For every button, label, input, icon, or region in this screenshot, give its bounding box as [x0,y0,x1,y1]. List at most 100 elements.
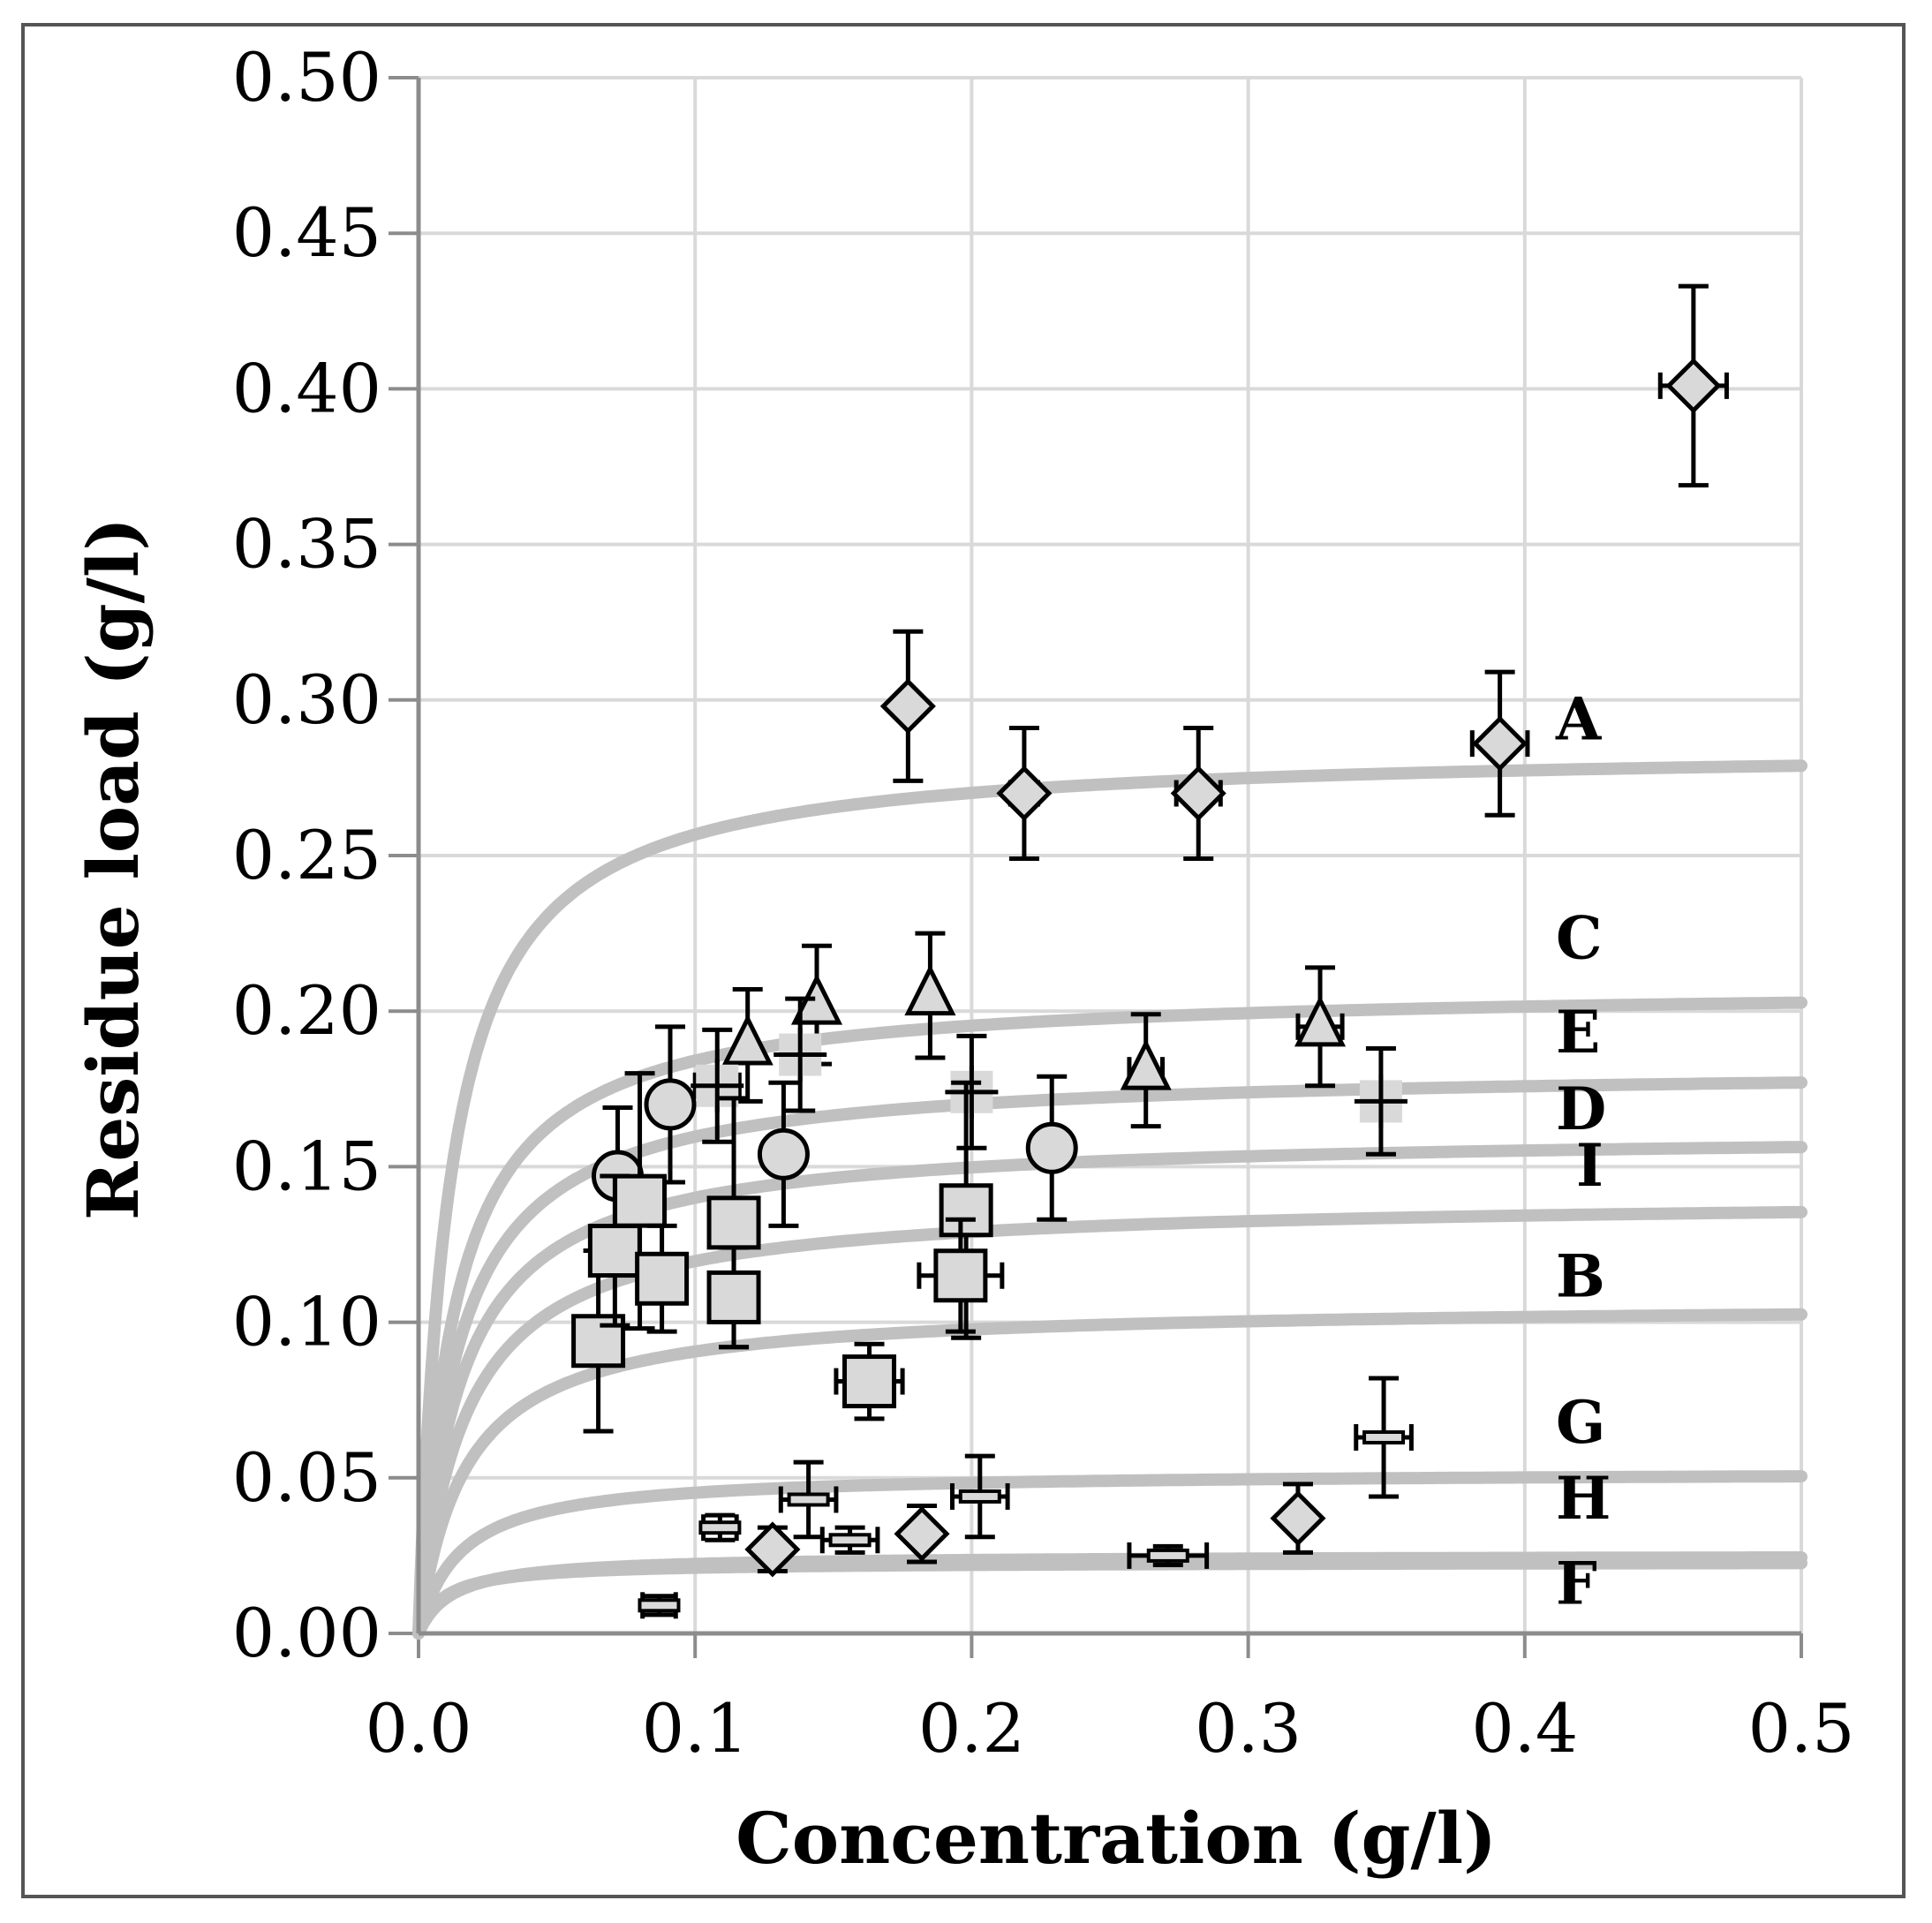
data-point-square [706,1245,761,1350]
data-point-dash [1354,1376,1414,1499]
marker-diamond [1270,1490,1326,1547]
fitted-curve [412,1308,1807,1640]
fitted-curve [412,1141,1807,1640]
marker-diamond [744,1521,801,1578]
data-point-cross [945,1033,999,1150]
chart-frame [21,23,1906,1898]
data-point-dash [819,1525,880,1555]
data-point-diamond [744,1521,801,1578]
x-tick-label: 0.5 [1748,1689,1855,1768]
marker-dash [828,1533,872,1548]
curve-label-C: C [1556,904,1603,973]
data-point-diamond [996,726,1053,862]
y-tick-label: 0.40 [232,349,381,427]
curve-label-B: B [1556,1242,1605,1311]
data-point-dash [638,1592,681,1619]
x-axis-title: Concentration (g/l) [736,1797,1497,1880]
curve-label-G: G [1556,1388,1605,1457]
data-point-square [635,1223,690,1334]
marker-triangle [1294,995,1347,1047]
data-point-square [917,1217,1005,1334]
data-point-diamond [1270,1482,1326,1555]
marker-square [933,1248,988,1303]
y-tick-label: 0.00 [232,1594,381,1672]
marker-diamond [1665,358,1722,414]
marker-square [635,1251,690,1306]
y-tick-label: 0.25 [232,816,381,894]
marker-square [706,1270,761,1324]
fitted-curve [412,759,1807,1640]
data-point-diamond [1657,283,1729,488]
y-tick-label: 0.10 [232,1283,381,1361]
data-point-dash [698,1512,742,1542]
marker-triangle [1120,1038,1172,1090]
data-point-diamond [879,629,936,783]
marker-circle [1025,1121,1078,1174]
x-tick-label: 0.3 [1195,1689,1302,1768]
x-tick-label: 0.1 [642,1689,749,1768]
y-tick-label: 0.05 [232,1438,381,1517]
data-point-cross [1354,1045,1407,1157]
marker-dash [787,1492,830,1507]
axes [416,78,1801,1636]
data-point-triangle [721,987,774,1104]
x-tick-label: 0.2 [918,1689,1025,1768]
data-point-diamond [1469,669,1530,818]
data-point-dash [949,1453,1010,1540]
fitted-curve [412,1076,1807,1640]
marker-diamond [879,678,936,735]
data-point-square [834,1341,905,1422]
marker-square [842,1354,897,1409]
fitted-curve [412,996,1807,1640]
marker-square [939,1183,993,1238]
data-point-diamond [894,1504,950,1565]
marker-diamond [1170,765,1226,822]
y-tick-label: 0.45 [232,193,381,272]
marker-triangle [721,1014,774,1066]
marker-square [706,1195,761,1250]
marker-circle [644,1078,697,1131]
fitted-curve [412,1205,1807,1640]
y-tick-label: 0.20 [232,971,381,1050]
fitted-curve [412,1557,1807,1640]
y-tick-label: 0.35 [232,505,381,584]
marker-dash [1146,1548,1189,1563]
marker-dash [638,1598,681,1613]
curve-label-D: D [1556,1075,1606,1143]
curve-label-I: I [1576,1131,1604,1200]
data-point-circle [1025,1074,1078,1222]
marker-triangle [904,963,956,1016]
y-tick-label: 0.50 [232,38,381,117]
marker-diamond [894,1505,950,1562]
data-point-diamond [1170,726,1226,862]
marker-diamond [1472,715,1528,772]
data-point-circle [644,1024,697,1185]
marker-square [587,1224,642,1278]
data-point-cross [774,996,827,1113]
data-point-triangle [1294,965,1347,1089]
x-tick-labels: 0.0 0.1 0.2 0.3 0.4 0.5 [366,1689,1855,1768]
y-axis-title: Residue load (g/l) [72,517,155,1220]
curve-label-A: A [1555,684,1602,753]
marker-dash [958,1489,1001,1504]
data-point-dash [1127,1542,1210,1569]
curve-label-F: F [1556,1549,1597,1618]
x-tick-label: 0.4 [1471,1689,1578,1768]
curve-label-H: H [1556,1464,1611,1533]
y-tick-labels: 0.00 0.05 0.10 0.15 0.20 0.25 0.30 0.35 0.40 0.45… [232,38,381,1672]
y-tick-label: 0.15 [232,1127,381,1205]
marker-square [613,1173,668,1228]
data-points [571,283,1729,1619]
fitted-curves [412,759,1807,1640]
y-tick-label: 0.30 [232,660,381,739]
fitted-curve [412,1470,1807,1640]
data-point-circle [757,1080,810,1228]
marker-dash [698,1520,742,1535]
data-point-triangle [1120,1012,1172,1129]
x-tick-label: 0.0 [366,1689,472,1768]
marker-dash [1362,1429,1406,1444]
data-point-triangle [904,931,956,1060]
curve-label-E: E [1556,998,1600,1067]
